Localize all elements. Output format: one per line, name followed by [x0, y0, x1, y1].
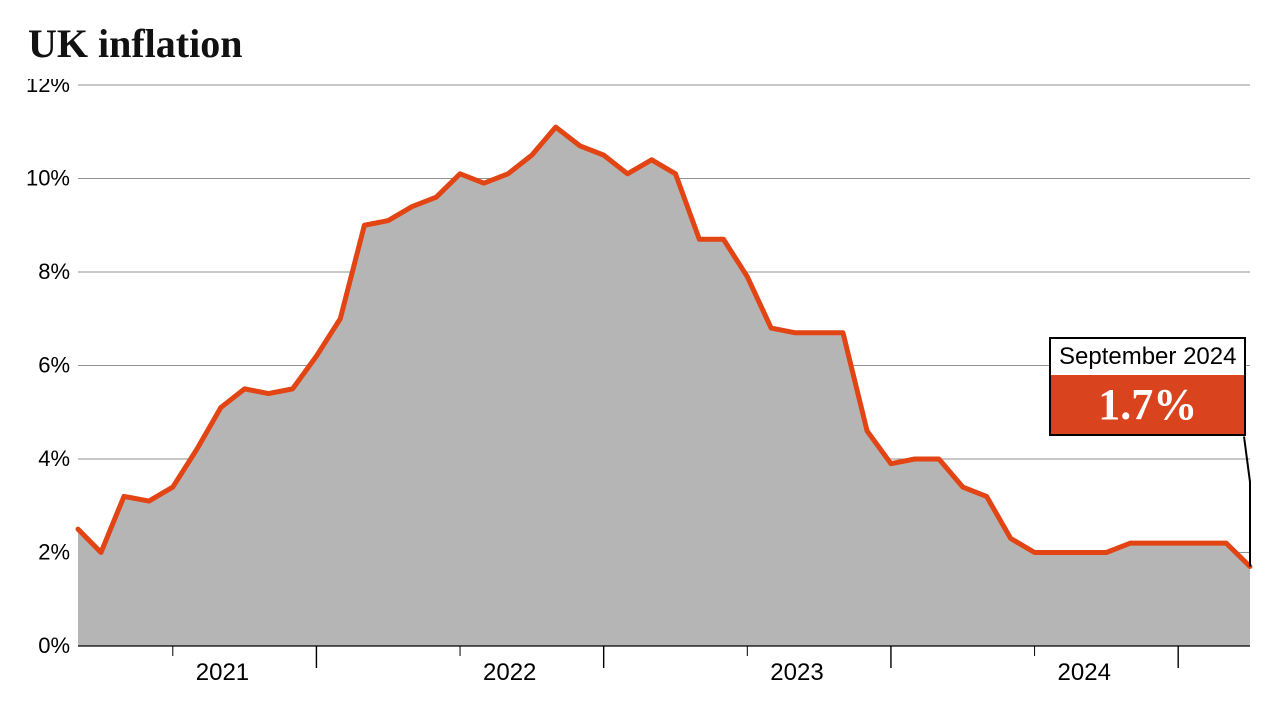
svg-text:2024: 2024 — [1058, 659, 1111, 686]
svg-text:4%: 4% — [38, 446, 70, 471]
svg-text:0%: 0% — [38, 633, 70, 658]
callout-box: September 2024 1.7% — [1049, 337, 1246, 436]
svg-text:6%: 6% — [38, 353, 70, 378]
svg-text:2022: 2022 — [483, 659, 536, 686]
callout-date: September 2024 — [1051, 339, 1244, 375]
chart-title: UK inflation — [28, 20, 1256, 67]
svg-text:10%: 10% — [26, 166, 70, 191]
chart-plot-area: 2021 2022 2023 2024 0% 2% 4% 6% 8% 10% 12% Septemb… — [24, 79, 1256, 692]
svg-text:2021: 2021 — [196, 659, 249, 686]
svg-text:2023: 2023 — [770, 659, 823, 686]
callout-value: 1.7% — [1051, 375, 1244, 434]
svg-text:2%: 2% — [38, 540, 70, 565]
svg-text:8%: 8% — [38, 259, 70, 284]
chart-container: UK inflation 2021 2022 2023 2024 0% 2% 4% 6% 8% 1… — [0, 0, 1280, 717]
svg-text:12%: 12% — [26, 79, 70, 97]
